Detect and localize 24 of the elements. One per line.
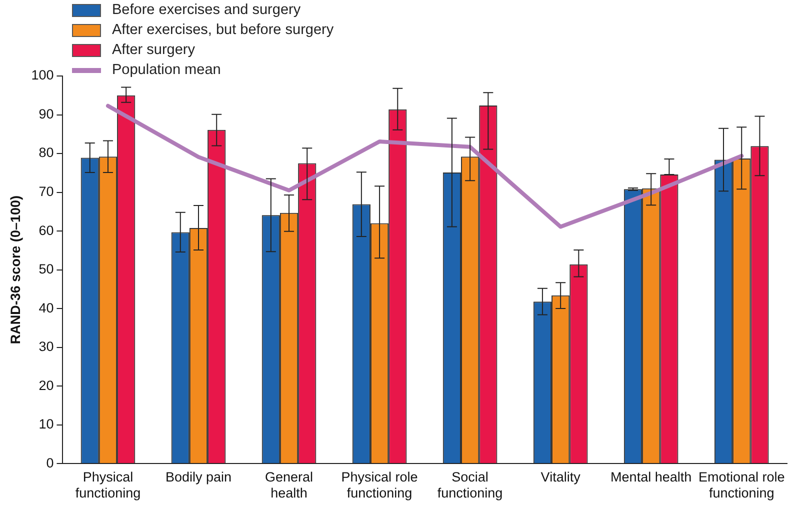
y-tick-label: 60 (38, 222, 54, 238)
y-tick-label: 80 (38, 145, 54, 160)
y-tick-label: 40 (38, 300, 54, 316)
legend-label: Population mean (112, 62, 221, 78)
y-tick-label: 10 (38, 416, 54, 432)
y-tick-label: 90 (38, 106, 54, 122)
x-tick-label: Physical functioning (75, 469, 141, 501)
x-tick-label: Physical role functioning (341, 469, 418, 501)
legend-label: After surgery (112, 42, 195, 58)
y-tick-label: 30 (38, 339, 54, 354)
legend-label: After exercises, but before surgery (112, 22, 334, 38)
y-tick-label: 50 (38, 262, 54, 277)
x-tick-label: Bodily pain (165, 469, 232, 484)
x-tick-label: Social functioning (437, 469, 503, 501)
x-tick-label: Mental health (610, 469, 692, 484)
y-tick-label: 0 (46, 455, 54, 470)
x-tick-label: General health (265, 469, 314, 501)
y-tick-label: 70 (38, 184, 54, 199)
legend-label: Before exercises and surgery (112, 2, 301, 18)
y-axis-title: RAND-36 score (0–100) (8, 196, 23, 344)
x-tick-label: Emotional role functioning (698, 469, 785, 501)
y-tick-label: 20 (38, 378, 54, 393)
y-tick-label: 100 (31, 68, 54, 83)
x-tick-label: Vitality (540, 469, 581, 484)
